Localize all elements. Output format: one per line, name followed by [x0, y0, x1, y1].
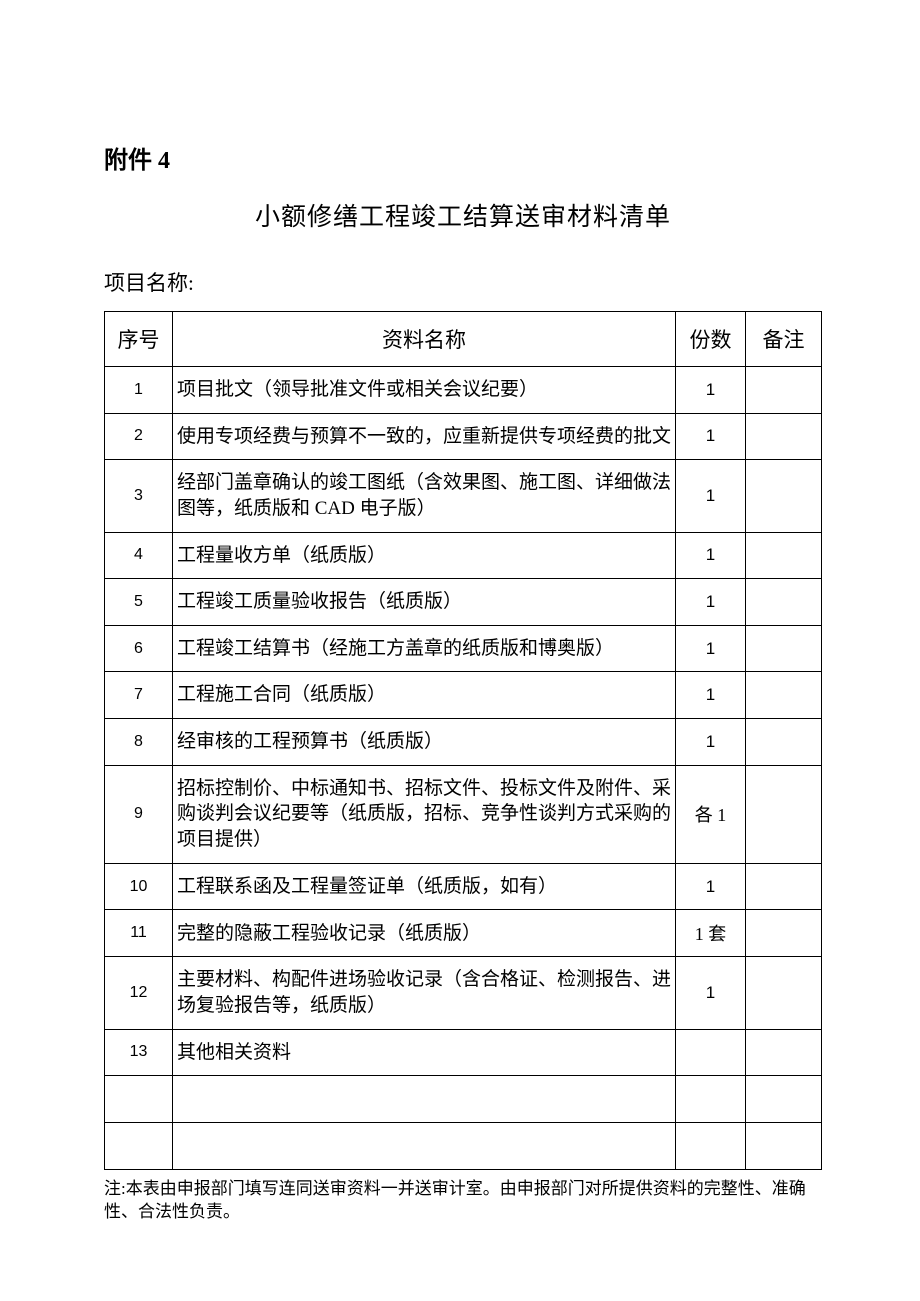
cell-name: 其他相关资料 — [173, 1029, 676, 1076]
cell-name: 工程联系函及工程量签证单（纸质版，如有） — [173, 863, 676, 910]
document-title: 小额修缮工程竣工结算送审材料清单 — [104, 197, 822, 233]
cell-seq: 5 — [105, 579, 173, 626]
table-row: 13其他相关资料 — [105, 1029, 822, 1076]
cell-seq: 11 — [105, 910, 173, 957]
cell-note — [746, 413, 822, 460]
cell-blank — [746, 1076, 822, 1123]
cell-name: 工程量收方单（纸质版） — [173, 532, 676, 579]
cell-qty: 1 — [676, 625, 746, 672]
cell-qty: 1 — [676, 672, 746, 719]
table-row: 2使用专项经费与预算不一致的，应重新提供专项经费的批文1 — [105, 413, 822, 460]
cell-name: 工程竣工质量验收报告（纸质版） — [173, 579, 676, 626]
table-row: 6工程竣工结算书（经施工方盖章的纸质版和博奥版）1 — [105, 625, 822, 672]
cell-qty — [676, 1029, 746, 1076]
cell-name: 项目批文（领导批准文件或相关会议纪要） — [173, 367, 676, 414]
col-header-seq: 序号 — [105, 312, 173, 367]
cell-name: 主要材料、构配件进场验收记录（含合格证、检测报告、进场复验报告等，纸质版） — [173, 957, 676, 1029]
table-row: 3经部门盖章确认的竣工图纸（含效果图、施工图、详细做法图等，纸质版和 CAD 电… — [105, 460, 822, 532]
table-row: 1项目批文（领导批准文件或相关会议纪要）1 — [105, 367, 822, 414]
table-row: 4工程量收方单（纸质版）1 — [105, 532, 822, 579]
project-name-label: 项目名称: — [104, 267, 822, 297]
cell-qty: 1 — [676, 460, 746, 532]
cell-qty: 1 — [676, 413, 746, 460]
table-row: 5工程竣工质量验收报告（纸质版）1 — [105, 579, 822, 626]
cell-seq: 10 — [105, 863, 173, 910]
materials-table: 序号 资料名称 份数 备注 1项目批文（领导批准文件或相关会议纪要）12使用专项… — [104, 311, 822, 1170]
cell-name: 招标控制价、中标通知书、招标文件、投标文件及附件、采购谈判会议纪要等（纸质版，招… — [173, 765, 676, 863]
cell-note — [746, 910, 822, 957]
cell-blank — [105, 1123, 173, 1170]
table-row-blank — [105, 1123, 822, 1170]
cell-note — [746, 863, 822, 910]
table-row-blank — [105, 1076, 822, 1123]
cell-qty: 1 — [676, 532, 746, 579]
cell-note — [746, 765, 822, 863]
col-header-note: 备注 — [746, 312, 822, 367]
attachment-label: 附件 4 — [104, 140, 822, 175]
cell-note — [746, 532, 822, 579]
cell-note — [746, 957, 822, 1029]
cell-blank — [676, 1076, 746, 1123]
cell-seq: 4 — [105, 532, 173, 579]
cell-note — [746, 625, 822, 672]
col-header-qty: 份数 — [676, 312, 746, 367]
cell-qty: 1 — [676, 863, 746, 910]
col-header-name: 资料名称 — [173, 312, 676, 367]
cell-name: 工程竣工结算书（经施工方盖章的纸质版和博奥版） — [173, 625, 676, 672]
cell-qty: 各 1 — [676, 765, 746, 863]
table-header: 序号 资料名称 份数 备注 — [105, 312, 822, 367]
cell-seq: 8 — [105, 719, 173, 766]
cell-seq: 13 — [105, 1029, 173, 1076]
cell-seq: 6 — [105, 625, 173, 672]
table-row: 7工程施工合同（纸质版）1 — [105, 672, 822, 719]
cell-note — [746, 672, 822, 719]
cell-qty: 1 — [676, 579, 746, 626]
cell-name: 工程施工合同（纸质版） — [173, 672, 676, 719]
cell-qty: 1 — [676, 367, 746, 414]
cell-blank — [746, 1123, 822, 1170]
table-body: 1项目批文（领导批准文件或相关会议纪要）12使用专项经费与预算不一致的，应重新提… — [105, 367, 822, 1170]
cell-qty: 1 — [676, 957, 746, 1029]
cell-seq: 1 — [105, 367, 173, 414]
cell-qty: 1 套 — [676, 910, 746, 957]
cell-seq: 7 — [105, 672, 173, 719]
cell-name: 经审核的工程预算书（纸质版） — [173, 719, 676, 766]
cell-blank — [173, 1076, 676, 1123]
table-row: 8经审核的工程预算书（纸质版）1 — [105, 719, 822, 766]
cell-note — [746, 719, 822, 766]
cell-blank — [173, 1123, 676, 1170]
table-row: 10工程联系函及工程量签证单（纸质版，如有）1 — [105, 863, 822, 910]
footer-note: 注:本表由申报部门填写连同送审资料一并送审计室。由申报部门对所提供资料的完整性、… — [104, 1178, 822, 1224]
cell-seq: 12 — [105, 957, 173, 1029]
cell-name: 完整的隐蔽工程验收记录（纸质版） — [173, 910, 676, 957]
cell-qty: 1 — [676, 719, 746, 766]
table-row: 11完整的隐蔽工程验收记录（纸质版）1 套 — [105, 910, 822, 957]
cell-note — [746, 460, 822, 532]
cell-seq: 3 — [105, 460, 173, 532]
table-row: 12主要材料、构配件进场验收记录（含合格证、检测报告、进场复验报告等，纸质版）1 — [105, 957, 822, 1029]
cell-name: 使用专项经费与预算不一致的，应重新提供专项经费的批文 — [173, 413, 676, 460]
document-page: 附件 4 小额修缮工程竣工结算送审材料清单 项目名称: 序号 资料名称 份数 备… — [0, 0, 920, 1301]
cell-blank — [676, 1123, 746, 1170]
table-row: 9招标控制价、中标通知书、招标文件、投标文件及附件、采购谈判会议纪要等（纸质版，… — [105, 765, 822, 863]
cell-seq: 2 — [105, 413, 173, 460]
cell-name: 经部门盖章确认的竣工图纸（含效果图、施工图、详细做法图等，纸质版和 CAD 电子… — [173, 460, 676, 532]
cell-note — [746, 367, 822, 414]
cell-note — [746, 579, 822, 626]
cell-seq: 9 — [105, 765, 173, 863]
cell-blank — [105, 1076, 173, 1123]
cell-note — [746, 1029, 822, 1076]
